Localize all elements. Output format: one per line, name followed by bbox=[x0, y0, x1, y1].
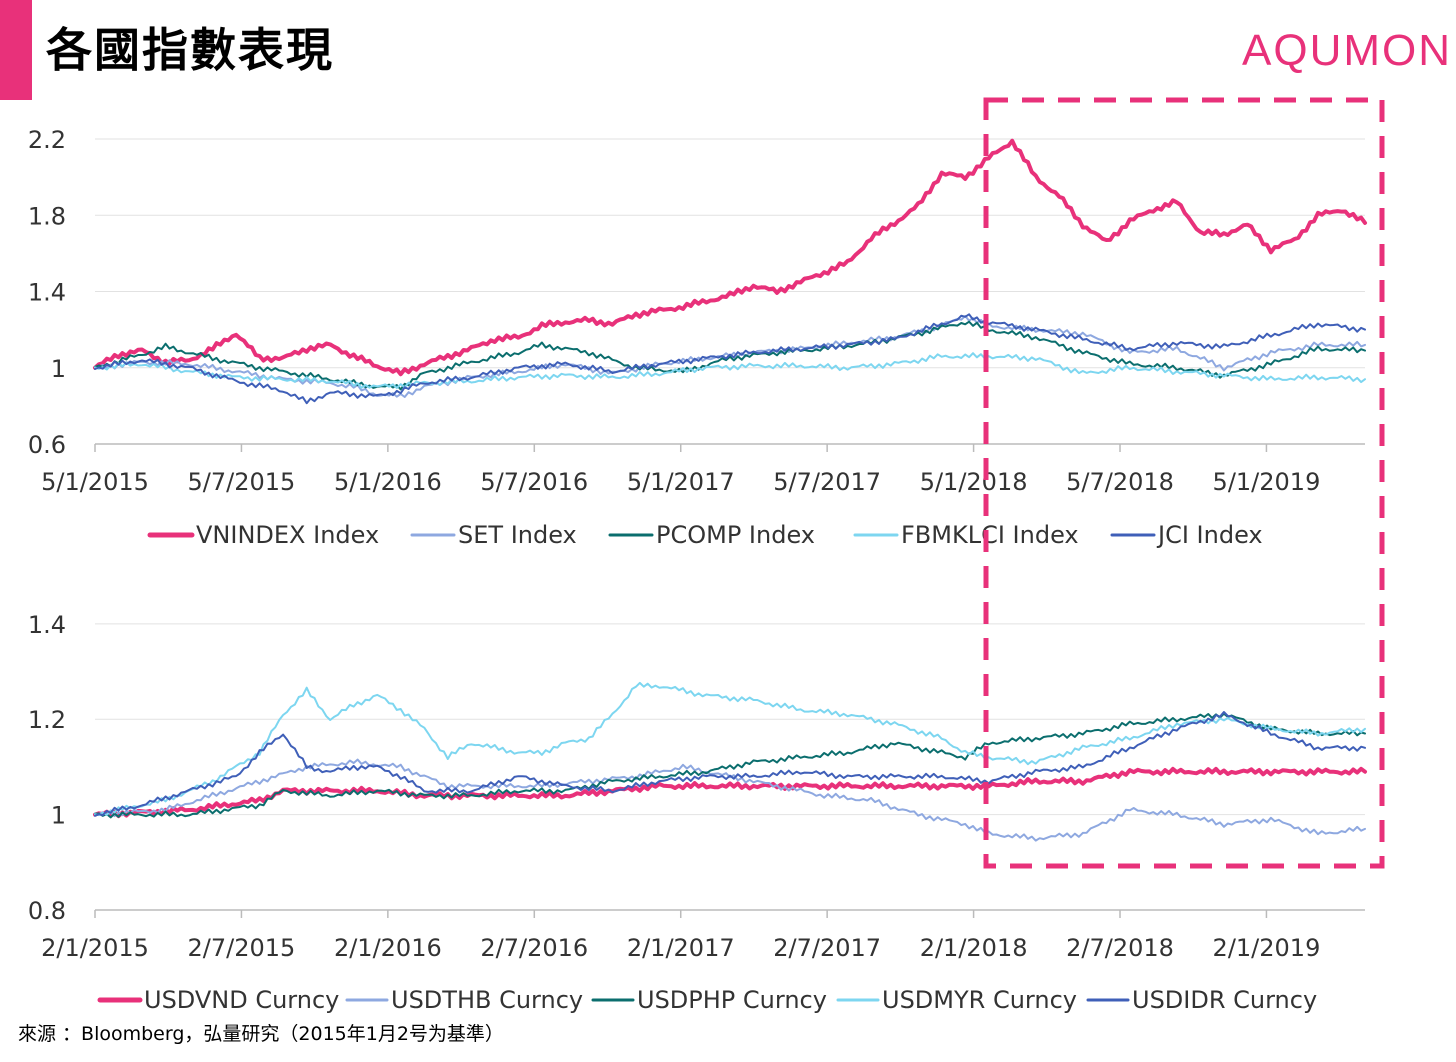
y-tick-label: 0.6 bbox=[28, 431, 66, 459]
y-tick-label: 0.8 bbox=[28, 897, 66, 925]
x-tick-label: 5/1/2016 bbox=[334, 468, 442, 496]
legend-label: USDVND Curncy bbox=[144, 986, 339, 1014]
series-line-usdphp-curncy bbox=[94, 712, 1366, 819]
series-line-usdidr-curncy bbox=[94, 711, 1366, 817]
legend-label: USDIDR Curncy bbox=[1132, 986, 1317, 1014]
x-tick-label: 5/7/2016 bbox=[480, 468, 588, 496]
y-tick-label: 1 bbox=[51, 802, 66, 830]
x-tick-label: 2/7/2018 bbox=[1066, 934, 1174, 962]
x-tick-label: 2/1/2015 bbox=[41, 934, 149, 962]
legend-label: USDTHB Curncy bbox=[391, 986, 583, 1014]
x-tick-label: 2/1/2019 bbox=[1213, 934, 1321, 962]
brand-logo: AQUMON bbox=[1242, 26, 1452, 75]
x-tick-label: 5/7/2015 bbox=[188, 468, 296, 496]
legend-label: USDPHP Curncy bbox=[637, 986, 827, 1014]
x-tick-label: 2/1/2016 bbox=[334, 934, 442, 962]
series-line-usdmyr-curncy bbox=[94, 681, 1366, 817]
title-accent-bar bbox=[0, 0, 32, 100]
page-title: 各國指數表現 bbox=[46, 23, 334, 77]
x-tick-label: 2/1/2018 bbox=[920, 934, 1028, 962]
series-line-jci-index bbox=[94, 313, 1366, 405]
source-note: 來源 ：Bloomberg，弘量研究（2015年1月2号为基準） bbox=[18, 1023, 504, 1045]
x-tick-label: 5/1/2018 bbox=[920, 468, 1028, 496]
legend-label: VNINDEX Index bbox=[196, 521, 379, 549]
legend-label: USDMYR Curncy bbox=[882, 986, 1077, 1014]
series-line-vnindex-index bbox=[93, 138, 1367, 377]
legend-label: SET Index bbox=[458, 521, 577, 549]
y-tick-label: 1 bbox=[51, 355, 66, 383]
legend-label: PCOMP Index bbox=[656, 521, 815, 549]
x-tick-label: 5/1/2019 bbox=[1213, 468, 1321, 496]
x-tick-label: 2/7/2016 bbox=[480, 934, 588, 962]
y-tick-label: 1.2 bbox=[28, 706, 66, 734]
x-tick-label: 5/1/2017 bbox=[627, 468, 735, 496]
y-tick-label: 1.8 bbox=[28, 202, 66, 230]
legend-label: JCI Index bbox=[1156, 521, 1263, 549]
x-tick-label: 5/7/2017 bbox=[773, 468, 881, 496]
highlight-box bbox=[983, 97, 1385, 869]
series-line-fbmklci-index bbox=[94, 352, 1366, 389]
x-tick-label: 2/7/2015 bbox=[188, 934, 296, 962]
y-tick-label: 1.4 bbox=[28, 611, 66, 639]
x-tick-label: 2/7/2017 bbox=[773, 934, 881, 962]
legend-label: FBMKLCI Index bbox=[901, 521, 1079, 549]
x-tick-label: 2/1/2017 bbox=[627, 934, 735, 962]
y-tick-label: 2.2 bbox=[28, 126, 66, 154]
x-tick-label: 5/1/2015 bbox=[41, 468, 149, 496]
index-performance-chart: 0.6 1 1.4 1.8 2.2 5/1/2015 5/7/2015 5/1/2016 5/7… bbox=[28, 126, 1367, 549]
y-tick-label: 1.4 bbox=[28, 279, 66, 307]
x-tick-label: 5/7/2018 bbox=[1066, 468, 1174, 496]
currency-performance-chart: 0.8 1 1.2 1.4 2/1/2015 2/7/2015 2/1/2016 2/7/20… bbox=[28, 611, 1367, 1014]
